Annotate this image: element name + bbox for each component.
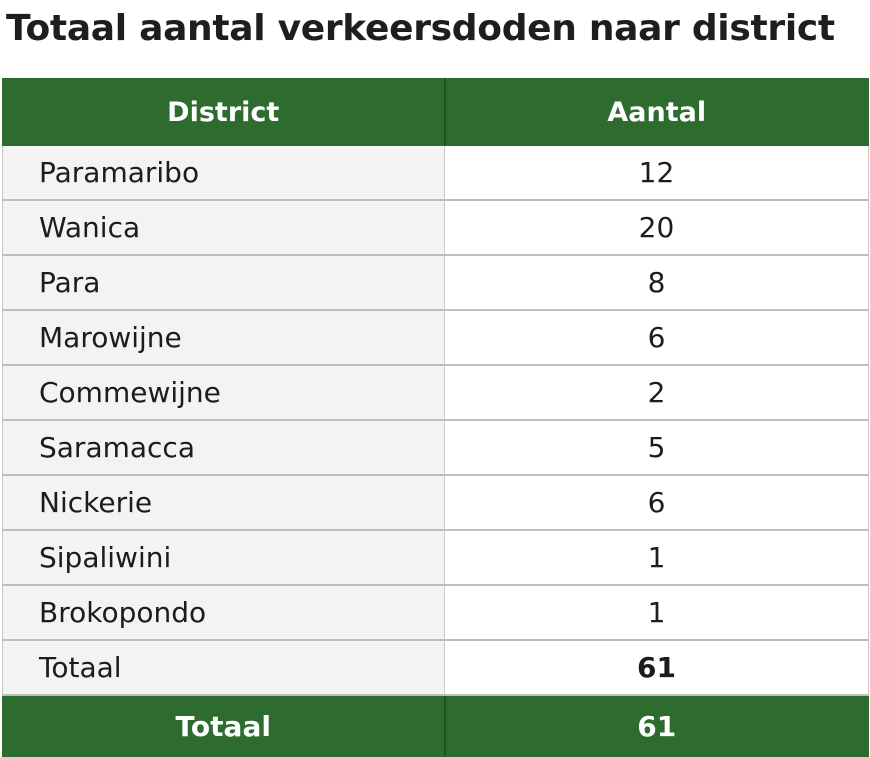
- footer-total-row: Totaal 61: [2, 694, 869, 757]
- table-row: Saramacca 5: [2, 419, 869, 476]
- aantal-cell: 20: [444, 199, 869, 256]
- aantal-cell: 6: [444, 474, 869, 531]
- aantal-cell: 5: [444, 419, 869, 476]
- footer-total-label: Totaal: [2, 694, 445, 757]
- table-row: Nickerie 6: [2, 474, 869, 531]
- table-header-row: District Aantal: [2, 78, 869, 146]
- aantal-cell: 6: [444, 309, 869, 366]
- table-row: Sipaliwini 1: [2, 529, 869, 586]
- district-name-cell: Marowijne: [2, 309, 445, 366]
- aantal-cell: 12: [444, 145, 869, 201]
- table-row: Commewijne 2: [2, 364, 869, 421]
- district-name-cell: Commewijne: [2, 364, 445, 421]
- table-row: Para 8: [2, 254, 869, 311]
- aantal-cell: 8: [444, 254, 869, 311]
- column-header-aantal: Aantal: [443, 78, 869, 146]
- aantal-cell: 2: [444, 364, 869, 421]
- table-row: Wanica 20: [2, 199, 869, 256]
- district-name-cell: Saramacca: [2, 419, 445, 476]
- aantal-cell: 1: [444, 584, 869, 641]
- district-name-cell: Wanica: [2, 199, 445, 256]
- district-name-cell: Brokopondo: [2, 584, 445, 641]
- district-name-cell: Nickerie: [2, 474, 445, 531]
- district-table: District Aantal Paramaribo 12 Wanica 20 Para…: [2, 78, 869, 757]
- table-row: Paramaribo 12: [2, 145, 869, 201]
- table-row: Brokopondo 1: [2, 584, 869, 641]
- subtotal-row: Totaal 61: [2, 639, 869, 696]
- table-row: Marowijne 6: [2, 309, 869, 366]
- column-header-district: District: [2, 78, 445, 146]
- subtotal-value: 61: [444, 639, 869, 696]
- subtotal-label: Totaal: [2, 639, 445, 696]
- district-name-cell: Sipaliwini: [2, 529, 445, 586]
- table-body: Paramaribo 12 Wanica 20 Para 8 Marowijne 6 Comme…: [2, 145, 869, 641]
- district-name-cell: Para: [2, 254, 445, 311]
- district-name-cell: Paramaribo: [2, 145, 445, 201]
- aantal-cell: 1: [444, 529, 869, 586]
- footer-total-value: 61: [443, 694, 869, 757]
- page-title: Totaal aantal verkeersdoden naar distric…: [6, 8, 835, 49]
